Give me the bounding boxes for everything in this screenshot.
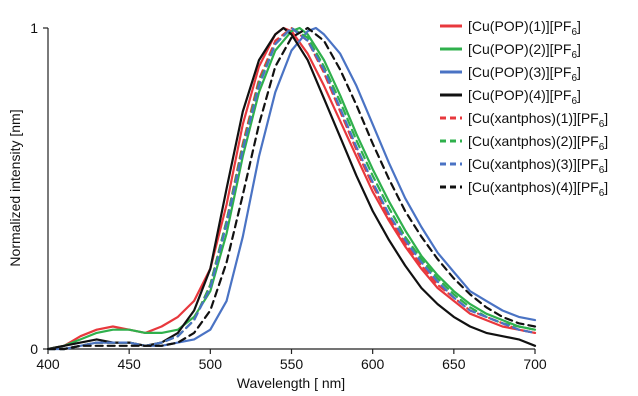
y-axis-title: Normalized intensity [nm] bbox=[7, 109, 23, 266]
series-line-6 bbox=[46, 26, 537, 351]
series-line-7 bbox=[46, 26, 537, 351]
y-tick-label: 0 bbox=[30, 341, 38, 357]
series-lines bbox=[46, 26, 537, 351]
x-tick-label: 550 bbox=[280, 356, 304, 372]
x-tick-label: 450 bbox=[117, 356, 141, 372]
x-tick-label: 400 bbox=[36, 356, 60, 372]
legend-label-8: [Cu(xantphos)(4)][PF6] bbox=[468, 179, 608, 199]
x-tick-label: 700 bbox=[523, 356, 547, 372]
legend-label-5: [Cu(xantphos)(1)][PF6] bbox=[468, 110, 608, 130]
legend-label-4: [Cu(POP)(4)][PF6] bbox=[468, 87, 581, 107]
legend-label-3: [Cu(POP)(3)][PF6] bbox=[468, 64, 581, 84]
legend-label-2: [Cu(POP)(2)][PF6] bbox=[468, 41, 581, 61]
x-axis-title: Wavelength [ nm] bbox=[237, 375, 345, 391]
legend: [Cu(POP)(1)][PF6] [Cu(POP)(2)][PF6] [Cu(PO… bbox=[440, 18, 608, 199]
series-line-8 bbox=[46, 26, 537, 351]
legend-label-7: [Cu(xantphos)(3)][PF6] bbox=[468, 156, 608, 176]
tick-labels: 400 450 500 550 600 650 700 0 1 bbox=[30, 20, 547, 372]
tick-marks bbox=[43, 27, 536, 354]
x-tick-label: 600 bbox=[361, 356, 385, 372]
legend-label-1: [Cu(POP)(1)][PF6] bbox=[468, 18, 581, 38]
x-tick-label: 650 bbox=[442, 356, 466, 372]
x-tick-label: 500 bbox=[199, 356, 223, 372]
legend-label-6: [Cu(xantphos)(2)][PF6] bbox=[468, 133, 608, 153]
y-tick-label: 1 bbox=[30, 20, 38, 36]
